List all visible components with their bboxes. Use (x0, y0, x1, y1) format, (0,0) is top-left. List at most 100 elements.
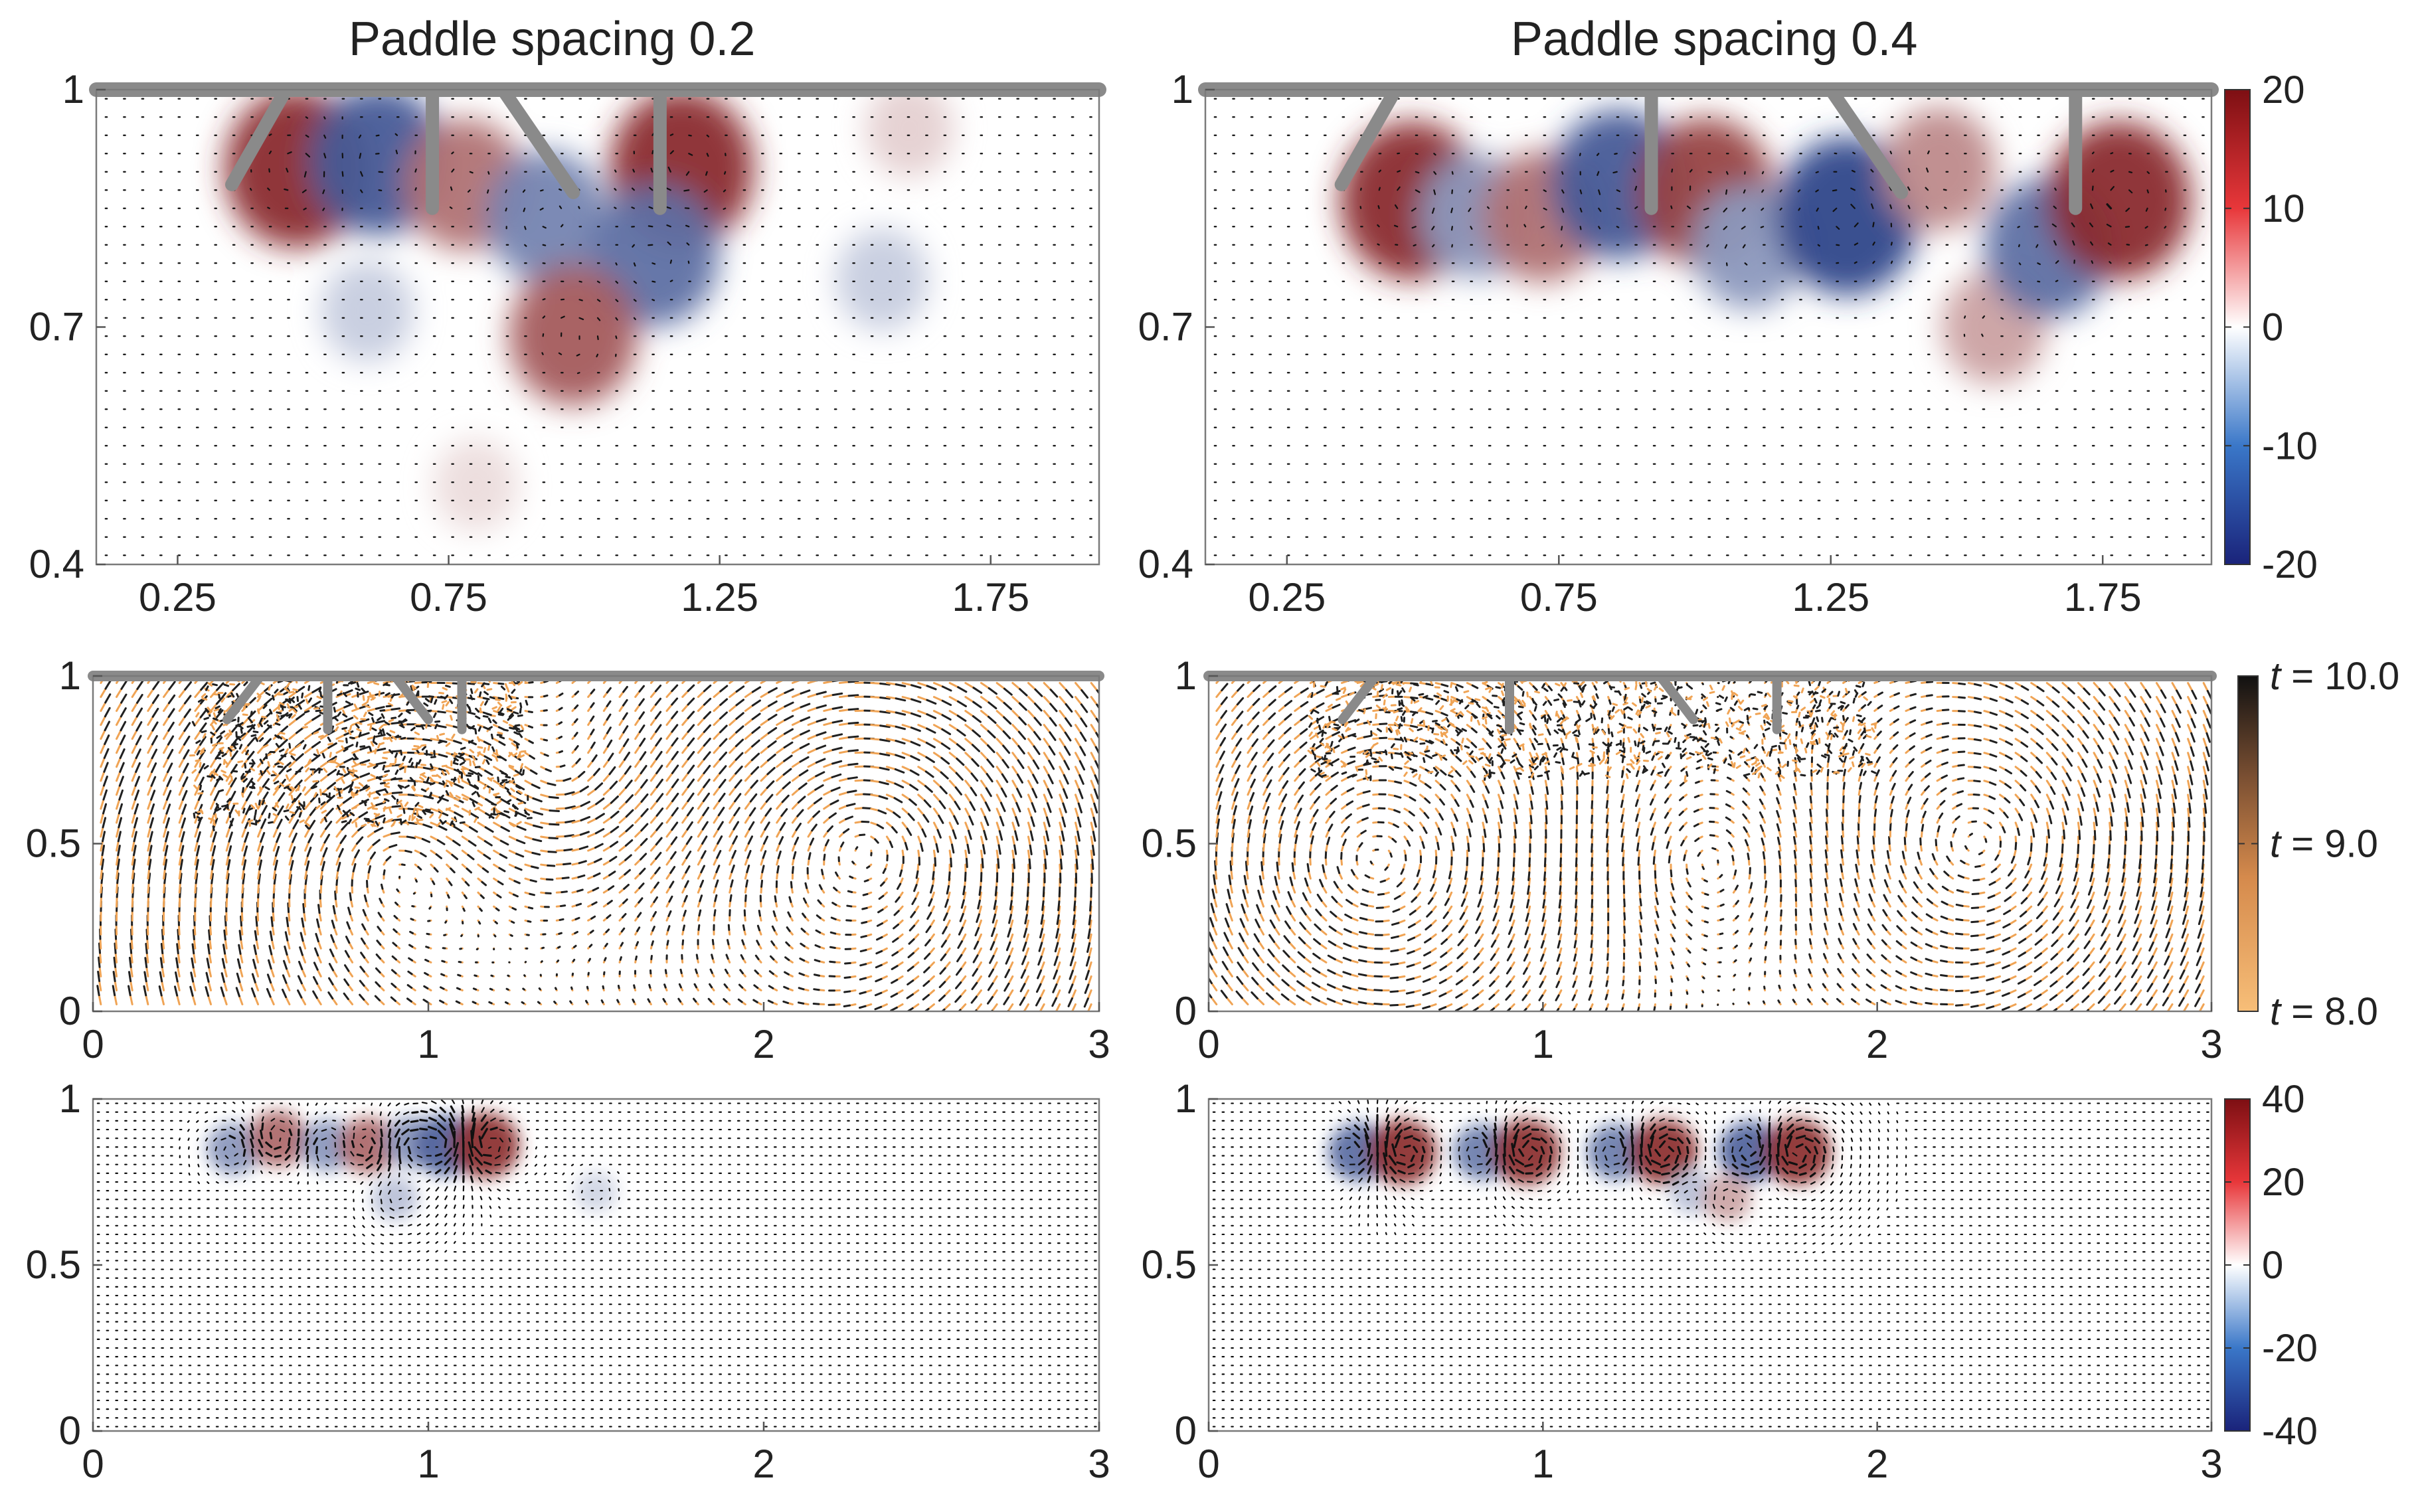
vorticity-full-spacing-0.2: 0 1 2 3 0 0.5 1 (26, 1076, 1110, 1486)
x-tick-label: 1 (1532, 1022, 1554, 1066)
x-tick-label: 0 (1197, 1442, 1219, 1486)
colorbar-middle: t = 10.0 t = 9.0 t = 8.0 (2237, 655, 2399, 1033)
y-tick-label: 0.7 (29, 305, 84, 349)
colorbar-bottom-label: 40 (2262, 1078, 2305, 1121)
y-tick-label: 1 (59, 653, 81, 698)
vorticity-zoom-spacing-0.4: 0.25 0.75 1.25 1.75 0.4 0.7 1 (1138, 67, 2219, 620)
vorticity-full-spacing-0.4-plot-area (1212, 1099, 2209, 1428)
colorbar-middle-label: t = 10.0 (2270, 655, 2399, 698)
paddle-2 (1824, 83, 1909, 199)
particle-trajectories (1209, 676, 2211, 1011)
y-tick-label: 0.5 (26, 1242, 81, 1287)
colorbar-top-label: -20 (2262, 543, 2318, 586)
vortex-7 (371, 1176, 418, 1221)
vortex-10 (2047, 121, 2192, 280)
colorbar-bottom-label: -40 (2262, 1410, 2318, 1453)
vortex-9 (865, 90, 954, 178)
vorticity-full-spacing-0.4: 0 1 2 3 0 0.5 1 (1142, 1076, 2223, 1486)
velocity-quiver (1213, 98, 2205, 556)
y-tick-label: 0.5 (1142, 821, 1197, 866)
vortex-3 (338, 1117, 398, 1174)
colorbar-middle-label: t = 9.0 (2270, 823, 2378, 866)
y-tick-label: 0.5 (1142, 1242, 1197, 1287)
y-tick-label: 0.4 (29, 542, 84, 586)
colorbar-top: 20 10 0 -10 -20 (2224, 68, 2318, 586)
y-tick-label: 0 (59, 989, 81, 1033)
x-tick-label: 3 (1088, 1022, 1110, 1066)
vortex-3 (1492, 1119, 1561, 1185)
colorbar-bottom: 40 20 0 -20 -40 (2224, 1078, 2318, 1453)
vorticity-field (207, 1110, 618, 1221)
trajectories-spacing-0.4-plot-area (1209, 676, 2211, 1011)
x-tick-label: 1 (417, 1022, 439, 1066)
x-tick-label: 1.25 (681, 575, 758, 620)
vortex-8 (574, 1171, 618, 1213)
x-tick-label: 1 (417, 1442, 439, 1486)
paddles (1203, 671, 2217, 734)
colorbar-bottom-label: 0 (2262, 1244, 2283, 1287)
x-tick-label: 0.25 (1248, 575, 1326, 620)
trajectories-spacing-0.2: 0 1 2 3 0 0.5 1 (26, 653, 1110, 1066)
velocity-quiver (96, 1099, 1097, 1428)
paddle-2 (496, 83, 580, 199)
trajectories-spacing-0.4: 0 1 2 3 0 0.5 1 (1142, 653, 2223, 1066)
y-tick-label: 1 (59, 1076, 81, 1121)
colorbar-middle-label: t = 8.0 (2270, 990, 2378, 1033)
vortex-3 (485, 150, 607, 283)
x-tick-label: 3 (2200, 1442, 2222, 1486)
x-tick-label: 2 (752, 1442, 774, 1486)
vortex-7 (321, 260, 414, 363)
vortex-1 (1368, 1119, 1437, 1185)
paddle-0 (222, 671, 266, 724)
y-tick-label: 0.4 (1138, 542, 1193, 586)
paddle-0 (1334, 83, 1403, 191)
y-tick-label: 0 (59, 1408, 81, 1453)
x-tick-label: 0.75 (1520, 575, 1598, 620)
x-tick-label: 2 (1866, 1442, 1888, 1486)
title-left: Paddle spacing 0.2 (349, 13, 756, 66)
x-tick-label: 3 (1088, 1442, 1110, 1486)
x-tick-label: 0.75 (410, 575, 487, 620)
colorbar-bottom-label: -20 (2262, 1327, 2318, 1370)
particle-trajectories (96, 676, 1099, 1011)
x-tick-label: 3 (2200, 1022, 2222, 1066)
velocity-quiver (104, 98, 1092, 556)
vortex-8 (835, 228, 929, 331)
vortex-0 (207, 1123, 261, 1175)
x-tick-label: 2 (752, 1022, 774, 1066)
vortex-9 (1701, 1175, 1752, 1222)
x-tick-label: 1.75 (952, 575, 1029, 620)
vortex-6 (451, 1112, 520, 1179)
paddle-2 (1655, 671, 1698, 724)
vortex-6 (509, 264, 638, 406)
x-tick-label: 0 (82, 1442, 104, 1486)
y-tick-label: 1 (62, 67, 84, 112)
vorticity-field (224, 90, 954, 532)
vortex-10 (433, 438, 519, 532)
trajectories-spacing-0.2-plot-area (96, 676, 1099, 1011)
x-tick-label: 0 (1197, 1022, 1219, 1066)
x-tick-label: 1 (1532, 1442, 1554, 1486)
paddle-2 (390, 671, 433, 724)
vorticity-zoom-spacing-0.2: 0.25 0.75 1.25 1.75 0.4 0.7 1 (29, 67, 1106, 620)
vorticity-zoom-spacing-0.2-plot-area (104, 90, 1092, 556)
paddle-0 (1338, 671, 1381, 724)
x-tick-label: 2 (1866, 1022, 1888, 1066)
y-tick-label: 0 (1175, 989, 1197, 1033)
colorbar-top-label: 0 (2262, 306, 2283, 349)
x-tick-label: 0 (82, 1022, 104, 1066)
vorticity-zoom-spacing-0.4-plot-area (1213, 98, 2205, 556)
vortex-6 (1718, 1122, 1782, 1183)
x-tick-label: 1.25 (1792, 575, 1869, 620)
x-tick-label: 0.25 (139, 575, 216, 620)
y-tick-label: 1 (1175, 1076, 1197, 1121)
vortex-7 (1883, 107, 1996, 231)
x-tick-label: 1.75 (2064, 575, 2142, 620)
y-tick-label: 0.5 (26, 821, 81, 866)
colorbar-top-label: -10 (2262, 424, 2318, 467)
colorbar-bottom-label: 20 (2262, 1161, 2305, 1204)
vorticity-full-spacing-0.2-plot-area (96, 1099, 1097, 1428)
y-tick-label: 0.7 (1138, 305, 1193, 349)
